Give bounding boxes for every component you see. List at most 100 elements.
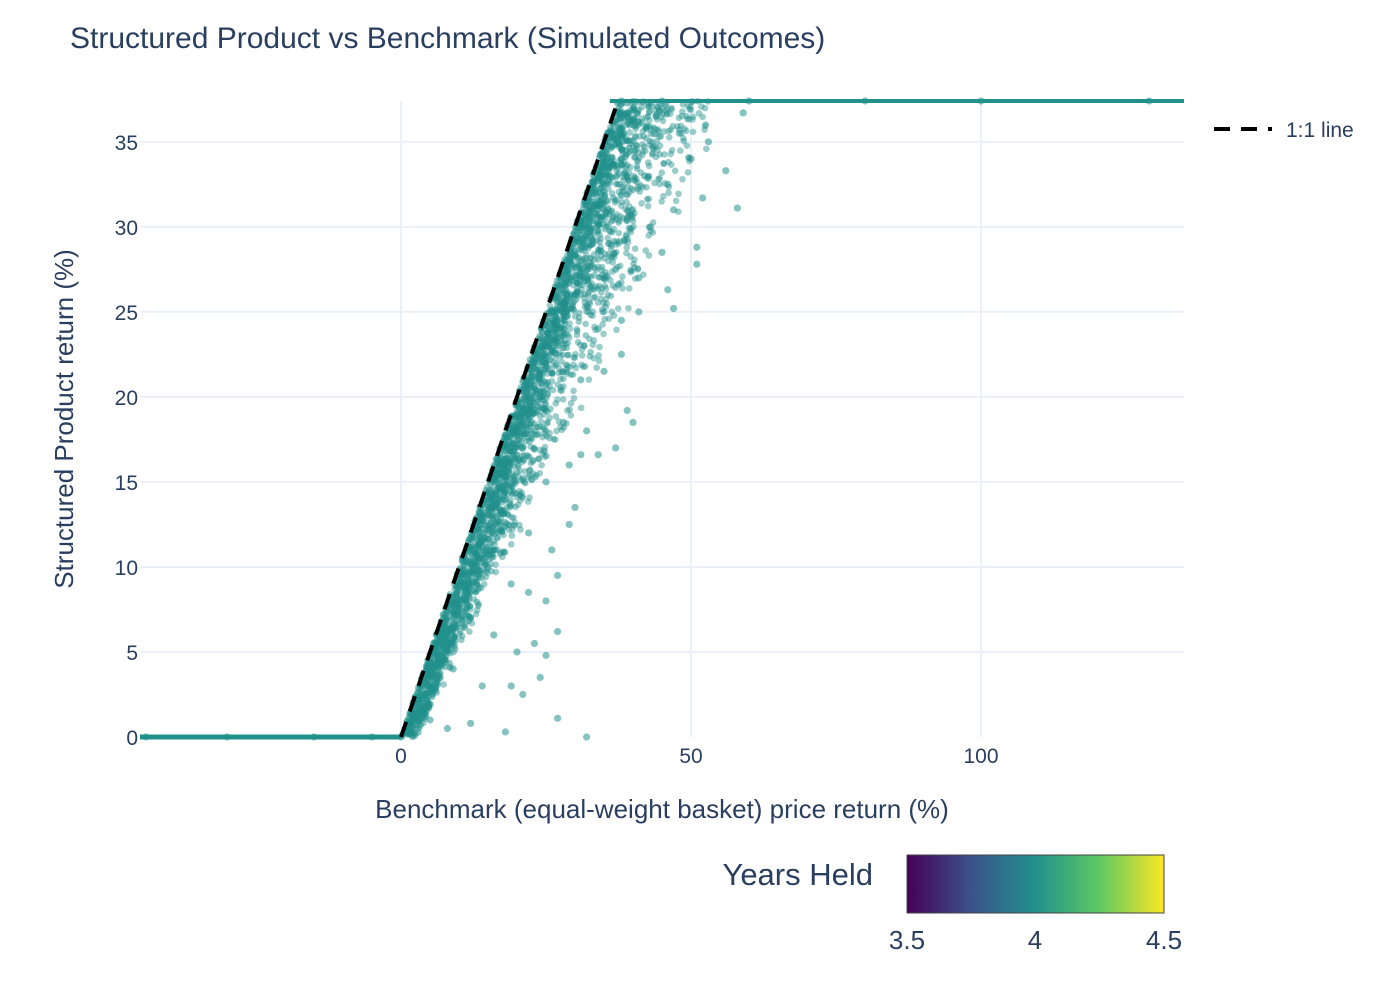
scatter-point [554,339,562,347]
scatter-point [426,716,434,724]
scatter-point [561,256,569,263]
scatter-point [496,508,504,515]
scatter-point [510,445,518,452]
scatter-point [552,354,559,362]
scatter-point [480,555,488,562]
scatter-point [643,196,651,203]
scatter-point [577,341,584,348]
scatter-point [555,364,563,372]
scatter-point [510,488,517,495]
scatter-point [609,136,617,144]
scatter-point [486,493,493,501]
scatter-point [510,463,518,470]
scatter-point [577,221,585,228]
scatter-point [609,213,616,221]
scatter-point [538,461,545,469]
scatter-point [503,473,511,480]
scatter-point [440,642,448,650]
scatter-point [564,351,571,359]
scatter-point [556,306,564,313]
scatter-point [495,480,503,487]
scatter-point [510,514,517,521]
scatter-point [473,578,481,585]
scatter-point [533,389,540,396]
scatter-point [449,642,456,649]
scatter-point [426,700,433,708]
scatter-point [577,223,585,231]
scatter-point [450,636,457,644]
scatter-point [510,456,517,463]
scatter-point [632,123,639,130]
scatter-point [699,113,706,121]
scatter-point [611,213,618,221]
scatter-point [599,308,607,316]
scatter-point [522,393,530,400]
scatter-point [493,527,501,535]
scatter-point [576,234,583,241]
scatter-point [519,387,527,394]
scatter-point [491,512,499,520]
scatter-point [439,626,447,633]
scatter-point [572,296,580,303]
scatter-point [594,227,602,234]
scatter-point [439,614,447,622]
scatter-point [511,472,518,479]
scatter-point [513,444,521,451]
scatter-point [620,158,628,166]
scatter-point [452,583,460,590]
scatter-point [492,520,500,527]
scatter-point [552,305,559,313]
scatter-point [507,430,515,437]
scatter-point [421,690,429,697]
scatter-point [477,512,485,519]
scatter-point [473,588,480,596]
scatter-point [610,131,618,138]
scatter-point [564,339,572,347]
scatter-point [428,674,436,682]
scatter-point [471,529,479,536]
scatter-point [605,176,613,184]
scatter-point [422,710,429,718]
scatter-point [631,153,639,161]
scatter-point [588,237,595,244]
scatter-point [546,310,553,317]
scatter-point [599,154,606,161]
scatter-point [540,352,548,359]
scatter-point [618,202,625,210]
scatter-point [542,597,550,605]
scatter-point [430,686,437,694]
scatter-point [536,469,544,477]
scatter-point [524,453,532,460]
scatter-point [434,662,442,669]
scatter-point [661,102,669,109]
scatter-point [414,689,422,696]
scatter-point [559,340,567,347]
scatter-point [586,258,593,266]
scatter-point [587,226,595,234]
legend[interactable]: 1:1 line [1214,119,1354,142]
scatter-point [441,656,449,664]
scatter-point [610,251,618,258]
scatter-point [501,447,509,455]
scatter-point [592,283,600,291]
scatter-point [567,411,575,419]
scatter-point [545,328,552,335]
scatter-point [581,221,588,229]
scatter-point [564,370,571,377]
scatter-point [427,668,434,675]
scatter-point [541,333,548,341]
scatter-point [559,375,567,382]
scatter-point [538,380,546,387]
scatter-point [544,333,551,341]
scatter-point [536,332,543,340]
scatter-point [448,623,455,630]
scatter-point [490,474,498,481]
scatter-point [411,732,419,740]
scatter-point [430,664,437,672]
scatter-point [460,566,468,573]
scatter-point [421,707,428,714]
scatter-point [529,405,537,412]
scatter-point [577,223,585,231]
scatter-point [467,543,475,551]
scatter-point [477,555,484,562]
